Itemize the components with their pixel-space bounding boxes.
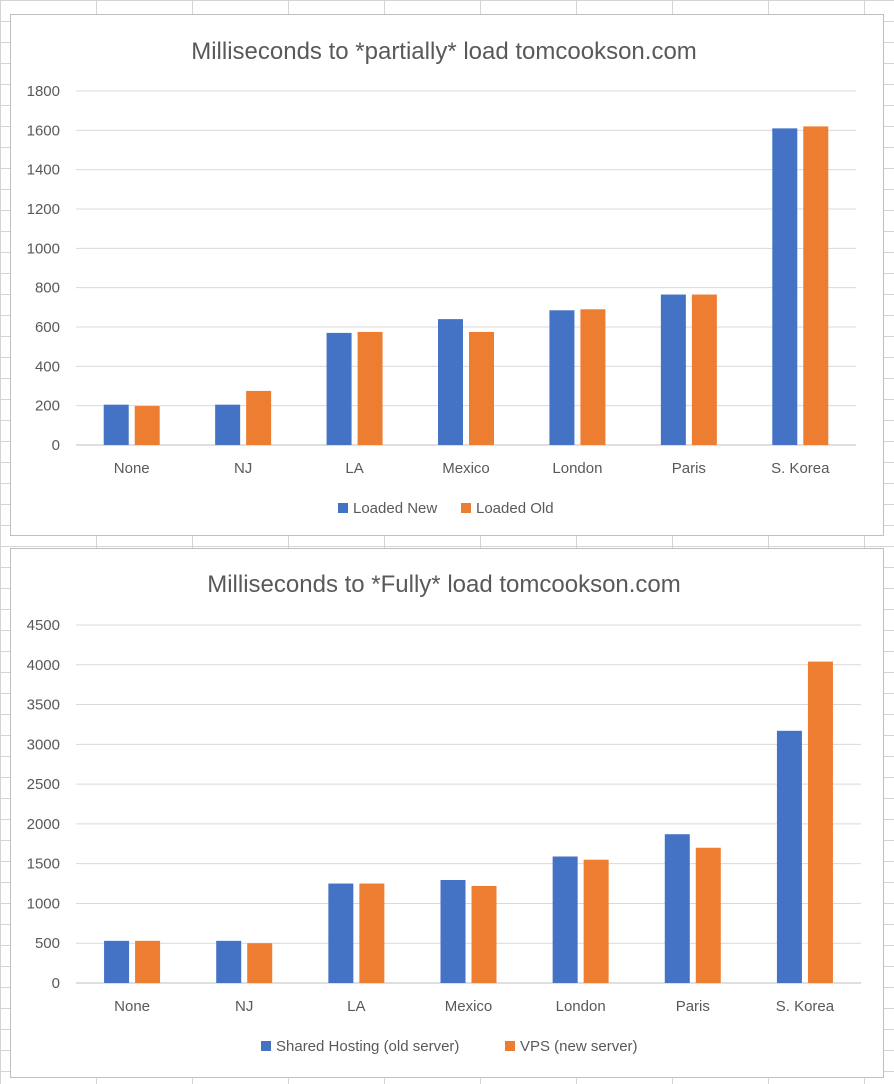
- full-load-chart-svg: Milliseconds to *Fully* load tomcookson.…: [27, 571, 861, 1055]
- bar-series-2: [246, 390, 272, 445]
- x-tick-label: London: [556, 998, 606, 1015]
- bar-series-2: [471, 885, 497, 983]
- legend-label: Loaded New: [353, 500, 437, 517]
- bar-series-1: [326, 332, 352, 445]
- x-tick-label: None: [114, 998, 150, 1015]
- full-load-chart: Milliseconds to *Fully* load tomcookson.…: [10, 548, 884, 1078]
- bar-series-2: [803, 126, 829, 446]
- y-tick-label: 1400: [27, 162, 60, 179]
- legend-swatch: [261, 1041, 271, 1051]
- x-tick-label: Paris: [672, 460, 706, 477]
- x-tick-label: Mexico: [445, 998, 493, 1015]
- partial-load-chart-svg: Milliseconds to *partially* load tomcook…: [27, 38, 856, 517]
- bar-series-2: [580, 309, 606, 445]
- y-tick-label: 1000: [27, 240, 60, 257]
- y-tick-label: 500: [35, 935, 60, 952]
- bar-series-2: [469, 331, 494, 445]
- y-tick-label: 1600: [27, 122, 60, 139]
- bar-series-1: [103, 404, 129, 445]
- bar-series-1: [328, 883, 354, 983]
- x-tick-label: London: [552, 460, 602, 477]
- y-tick-label: 600: [35, 319, 60, 336]
- bar-series-1: [776, 730, 802, 983]
- y-tick-label: 0: [52, 437, 60, 454]
- bar-series-1: [215, 404, 241, 445]
- y-tick-label: 4000: [27, 657, 60, 674]
- chart-title: Milliseconds to *Fully* load tomcookson.…: [207, 571, 681, 598]
- bar-series-1: [104, 940, 130, 983]
- x-tick-label: S. Korea: [771, 460, 830, 477]
- bar-series-1: [660, 294, 686, 445]
- legend-label: VPS (new server): [520, 1038, 638, 1055]
- y-tick-label: 200: [35, 398, 60, 415]
- legend-swatch: [338, 503, 348, 513]
- bar-series-1: [552, 856, 578, 983]
- bar-series-2: [357, 331, 383, 445]
- y-tick-label: 800: [35, 280, 60, 297]
- bar-series-2: [134, 406, 160, 445]
- bar-series-2: [247, 943, 273, 983]
- x-tick-label: Paris: [676, 998, 710, 1015]
- chart-title: Milliseconds to *partially* load tomcook…: [191, 38, 697, 65]
- bar-series-2: [695, 847, 721, 983]
- bar-series-1: [438, 319, 463, 445]
- x-tick-label: S. Korea: [776, 998, 835, 1015]
- bar-series-1: [440, 879, 466, 983]
- y-tick-label: 3000: [27, 736, 60, 753]
- bar-series-1: [216, 940, 242, 983]
- x-tick-label: NJ: [234, 460, 252, 477]
- y-tick-label: 2500: [27, 776, 60, 793]
- y-tick-label: 1800: [27, 83, 60, 100]
- y-tick-label: 2000: [27, 816, 60, 833]
- y-tick-label: 3500: [27, 697, 60, 714]
- bar-series-2: [807, 661, 833, 983]
- partial-load-chart: Milliseconds to *partially* load tomcook…: [10, 14, 884, 536]
- bar-series-1: [664, 834, 690, 983]
- y-tick-label: 0: [52, 975, 60, 992]
- legend-label: Loaded Old: [476, 500, 554, 517]
- bar-series-2: [359, 883, 385, 983]
- bar-series-2: [583, 859, 609, 983]
- y-tick-label: 1500: [27, 856, 60, 873]
- legend-swatch: [461, 503, 471, 513]
- bar-series-1: [549, 310, 575, 445]
- x-tick-label: None: [114, 460, 150, 477]
- legend-label: Shared Hosting (old server): [276, 1038, 459, 1055]
- bar-series-2: [691, 294, 717, 445]
- x-tick-label: LA: [347, 998, 365, 1015]
- legend-swatch: [505, 1041, 515, 1051]
- bar-series-1: [772, 128, 798, 445]
- y-tick-label: 400: [35, 358, 60, 375]
- y-tick-label: 1000: [27, 895, 60, 912]
- x-tick-label: LA: [345, 460, 363, 477]
- x-tick-label: NJ: [235, 998, 253, 1015]
- bar-series-2: [135, 940, 161, 983]
- y-tick-label: 1200: [27, 201, 60, 218]
- x-tick-label: Mexico: [442, 460, 490, 477]
- y-tick-label: 4500: [27, 617, 60, 634]
